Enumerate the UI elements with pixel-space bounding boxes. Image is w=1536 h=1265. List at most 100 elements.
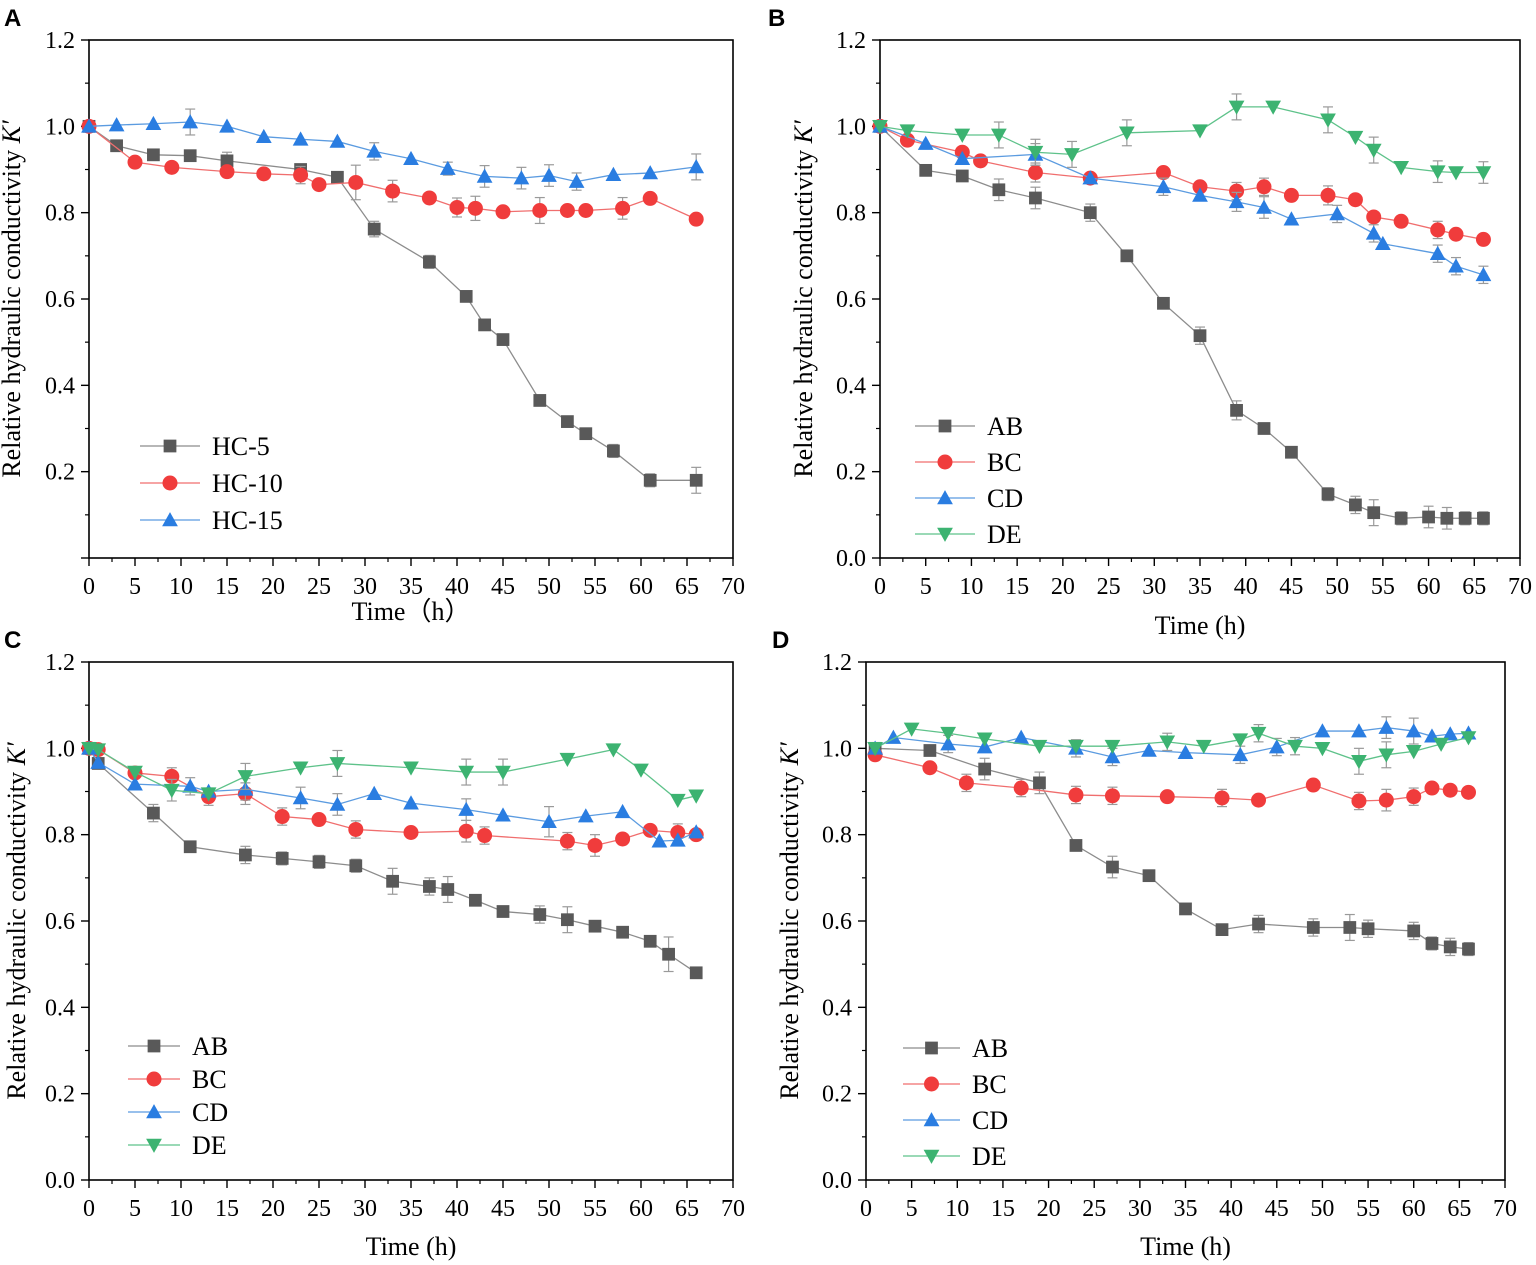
- y-axis-label: Relative hydraulic conductivity K′: [2, 742, 31, 1100]
- x-tick-label: 45: [1279, 574, 1303, 600]
- series-cd: [81, 740, 705, 848]
- x-tick-label: 5: [129, 1196, 141, 1222]
- data-point: [1082, 170, 1099, 185]
- data-point: [1069, 839, 1083, 852]
- data-point: [237, 770, 254, 785]
- legend-label: BC: [987, 448, 1022, 477]
- data-point: [867, 742, 884, 757]
- data-point: [1068, 739, 1084, 755]
- data-point: [1320, 187, 1336, 203]
- data-point: [1422, 510, 1435, 524]
- y-tick-label: 1.2: [836, 28, 866, 54]
- data-point: [1365, 225, 1382, 240]
- data-point: [1230, 403, 1243, 417]
- legend-marker: [162, 475, 178, 491]
- x-tick-label: 10: [945, 1196, 969, 1222]
- data-point: [954, 150, 971, 166]
- x-tick-label: 15: [991, 1196, 1015, 1222]
- data-point: [642, 822, 658, 838]
- data-point: [899, 132, 915, 148]
- data-point: [1252, 917, 1265, 931]
- legend-label: HC-10: [212, 469, 283, 498]
- data-point: [1378, 792, 1394, 808]
- data-point: [669, 793, 686, 809]
- data-point: [662, 947, 675, 961]
- data-point: [688, 824, 705, 839]
- data-point: [976, 732, 993, 747]
- data-point: [90, 743, 107, 758]
- data-point: [458, 823, 474, 839]
- data-point: [1228, 194, 1245, 209]
- data-point: [239, 848, 252, 862]
- data-point: [476, 168, 493, 183]
- data-point: [1405, 723, 1422, 738]
- x-tick-label: 60: [629, 574, 653, 600]
- x-tick-label: 10: [959, 574, 983, 600]
- x-tick-label: 65: [675, 574, 699, 600]
- x-tick-label: 5: [129, 574, 141, 600]
- data-point: [568, 173, 585, 188]
- data-point: [992, 183, 1006, 197]
- data-point: [1366, 209, 1382, 225]
- data-point: [1378, 719, 1395, 734]
- series-line: [88, 747, 697, 974]
- data-point: [940, 726, 957, 742]
- data-point: [439, 160, 456, 175]
- data-point: [1351, 754, 1367, 770]
- data-point: [689, 966, 703, 980]
- data-point: [367, 222, 381, 236]
- legend-label: AB: [972, 1034, 1008, 1063]
- legend: AB BC CD DE: [128, 1032, 228, 1160]
- data-point: [403, 150, 419, 166]
- x-tick-label: 35: [399, 574, 423, 600]
- data-point: [366, 785, 383, 800]
- panel-letter: D: [772, 627, 789, 654]
- data-point: [919, 163, 933, 177]
- x-tick-label: 70: [721, 574, 745, 600]
- data-point: [1343, 921, 1357, 934]
- data-point: [1064, 148, 1080, 163]
- data-point: [1177, 744, 1194, 759]
- data-point: [1351, 793, 1367, 809]
- data-point: [1394, 511, 1408, 525]
- data-point: [127, 765, 143, 780]
- x-tick-label: 35: [1188, 574, 1212, 600]
- data-point: [990, 128, 1007, 143]
- data-point: [903, 722, 920, 737]
- data-point: [349, 859, 363, 873]
- x-tick-label: 10: [169, 1196, 193, 1222]
- data-point: [1347, 192, 1363, 208]
- data-point: [1029, 191, 1042, 205]
- data-point: [1033, 776, 1046, 790]
- legend-marker: [163, 439, 177, 453]
- legend-label: DE: [987, 520, 1022, 549]
- data-point: [1433, 737, 1449, 752]
- series-line: [88, 747, 697, 842]
- series-line: [88, 125, 697, 481]
- data-point: [559, 203, 575, 219]
- legend-marker: [146, 1138, 162, 1153]
- data-point: [872, 120, 888, 135]
- plot-frame: [865, 661, 1506, 1181]
- y-tick-label: 1.0: [45, 114, 75, 140]
- data-point: [561, 415, 574, 428]
- legend-label: CD: [972, 1106, 1008, 1135]
- legend-label: AB: [192, 1032, 228, 1061]
- x-tick-label: 20: [1051, 574, 1075, 600]
- data-point: [1195, 739, 1212, 755]
- series-line: [88, 747, 697, 801]
- data-point: [385, 183, 401, 199]
- legend-marker: [147, 1039, 161, 1053]
- y-tick-label: 0.2: [822, 1082, 852, 1108]
- data-point: [311, 812, 327, 828]
- x-tick-label: 15: [1005, 574, 1029, 600]
- data-point: [1192, 187, 1208, 202]
- data-point: [579, 427, 593, 441]
- data-point: [541, 167, 557, 182]
- x-axis-label: Time（h）: [352, 597, 471, 626]
- data-point: [219, 164, 235, 180]
- data-point: [1448, 166, 1464, 181]
- x-tick-label: 60: [1417, 574, 1441, 600]
- series-line: [879, 125, 1484, 276]
- data-point: [1256, 199, 1272, 214]
